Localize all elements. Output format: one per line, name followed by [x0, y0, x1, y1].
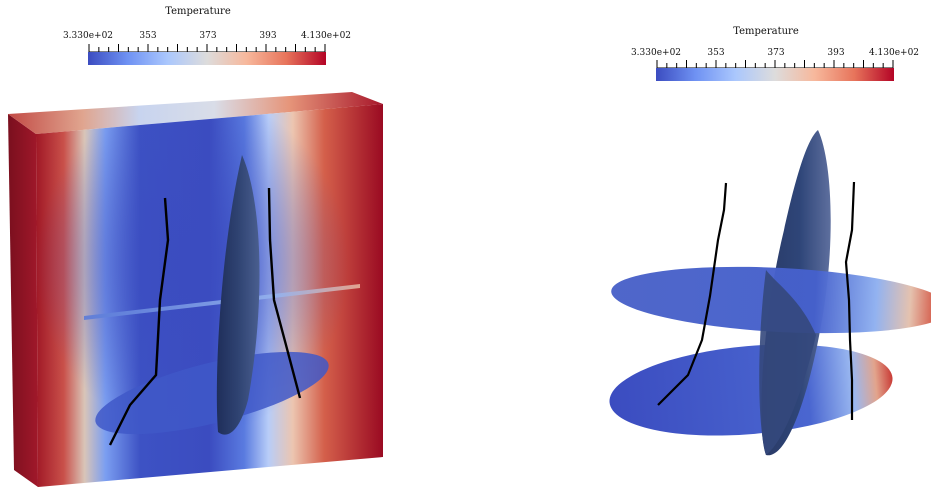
vertical-slice-front [759, 270, 816, 455]
colorbar-tick-393: 393 [827, 48, 845, 58]
lower-elliptical-slice [95, 351, 329, 435]
colorbar-tick-353: 353 [707, 48, 725, 58]
colorbar-tick-373: 373 [767, 48, 785, 58]
slices-render-scene [609, 130, 931, 456]
well-trajectory-1 [657, 182, 728, 406]
colorbar-title: Temperature [165, 6, 231, 17]
vertical-slice [216, 155, 260, 435]
colorbar-tick-max: 4.130e+02 [300, 31, 352, 41]
colorbar-gradient [656, 68, 894, 81]
colorbar-tick-353: 353 [139, 31, 157, 41]
box-left-face [8, 114, 38, 487]
box-render-panel[interactable]: Temperature 3.330e+02 353 373 393 4.130e… [0, 0, 465, 487]
well-trajectory-1 [108, 197, 170, 446]
colorbar-title: Temperature [733, 26, 799, 37]
colorbar-gradient [88, 52, 326, 65]
well-trajectory-2 [844, 181, 856, 420]
box-front-glow [36, 104, 383, 487]
box-render-scene [8, 92, 383, 487]
slices-render-panel[interactable]: Temperature 3.330e+02 353 373 393 4.130e… [466, 0, 931, 487]
colorbar-tick-max: 4.130e+02 [868, 48, 920, 58]
colorbar-tick-393: 393 [259, 31, 277, 41]
colorbar-tick-min: 3.330e+02 [62, 31, 114, 41]
colorbar-tick-373: 373 [199, 31, 217, 41]
lower-disk-slice [609, 344, 893, 436]
well-trajectory-2 [267, 187, 302, 399]
box-top-face [8, 92, 383, 134]
colorbar-tick-min: 3.330e+02 [630, 48, 682, 58]
